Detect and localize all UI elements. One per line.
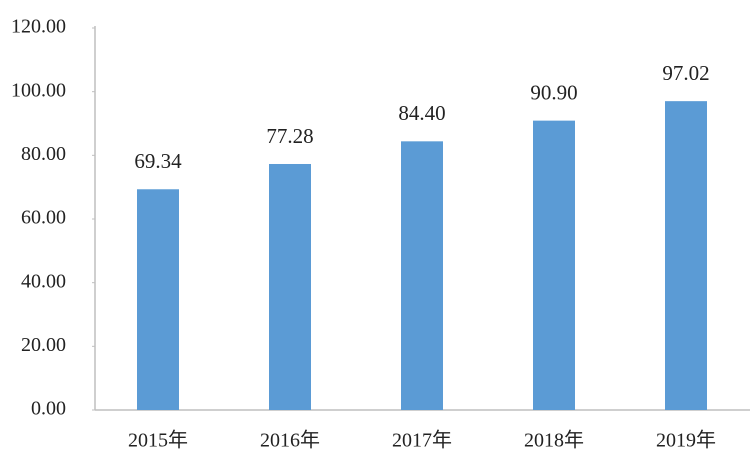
y-tick-label: 80.00 <box>21 143 66 165</box>
y-tick-label: 20.00 <box>21 334 66 356</box>
y-tick-label: 60.00 <box>21 207 66 229</box>
x-tick-label: 2016年 <box>260 429 320 452</box>
x-tick-label: 2019年 <box>656 429 716 452</box>
bar <box>665 101 707 410</box>
y-tick-label: 0.00 <box>31 398 66 420</box>
value-label: 90.90 <box>530 80 577 104</box>
bar <box>137 189 179 410</box>
bar <box>269 163 311 410</box>
value-label: 77.28 <box>266 124 313 148</box>
y-tick-label: 120.00 <box>11 16 66 38</box>
y-tick-label: 100.00 <box>11 79 66 101</box>
value-label: 69.34 <box>134 149 182 173</box>
x-tick-label: 2017年 <box>392 429 452 452</box>
value-label: 84.40 <box>398 101 445 125</box>
y-tick-label: 40.00 <box>21 270 66 292</box>
value-label: 97.02 <box>662 61 709 85</box>
x-tick-label: 2018年 <box>524 429 584 452</box>
bar <box>401 141 443 410</box>
x-tick-label: 2015年 <box>128 429 188 452</box>
bar <box>533 120 575 410</box>
